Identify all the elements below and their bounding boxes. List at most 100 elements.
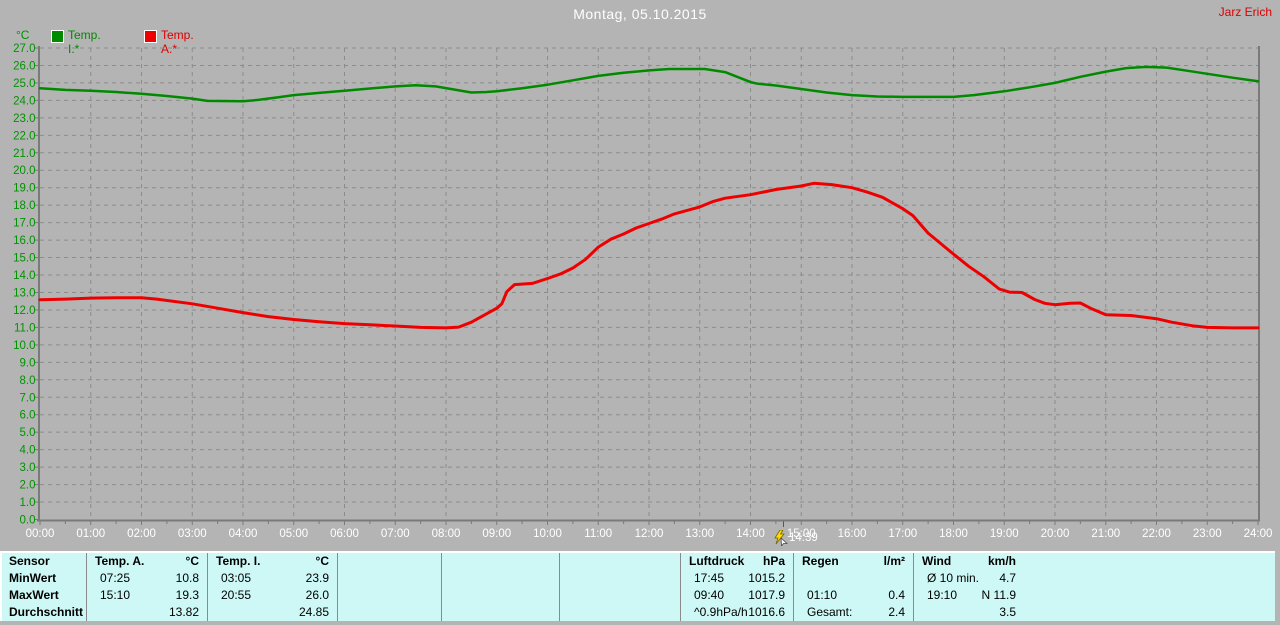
temp-inside-legend-swatch: [51, 30, 64, 43]
y-axis-label: 16.0: [13, 235, 35, 247]
temp-inside-legend-label: Temp. I.*: [68, 28, 101, 56]
cursor-lightning-icon: [774, 530, 788, 546]
stats-section-Temp. A.: Temp. A. °C 07:25 10.8 15:10 19.3 13.82: [86, 553, 207, 621]
x-axis-label: 02:00: [127, 528, 156, 540]
x-axis-label: 20:00: [1041, 528, 1070, 540]
stats-section-Luftdruck: Luftdruck hPa 17:45 1015.2 09:40 1017.9 ^0.9hP…: [680, 553, 793, 621]
stats-cell-row: [794, 570, 913, 587]
stats-section-header: Regen l/m²: [794, 553, 913, 570]
stat-time: [442, 570, 455, 587]
y-axis-label: 12.0: [13, 305, 35, 317]
temperature-chart[interactable]: 0.0 1.0 2.0 3.0 4.0 5.0 6.0 7.0 8.0 9.0 10.0 11.0 12…: [0, 0, 1280, 551]
stats-cell-row: [338, 604, 441, 621]
stats-section-Wind: Wind km/h Ø 10 min. 4.7 19:10 N 11.9 3.5: [913, 553, 1024, 621]
stats-section-header: [442, 553, 559, 570]
page-title: Montag, 05.10.2015: [573, 6, 707, 22]
stat-value: 4.7: [999, 571, 1016, 585]
stats-section-empty: [441, 553, 559, 621]
stats-section-Temp. I.: Temp. I. °C 03:05 23.9 20:55 26.0 24.85: [207, 553, 337, 621]
stat-value: hPa: [762, 554, 785, 568]
x-axis-label: 24:00: [1244, 528, 1273, 540]
y-axis-label: 13.0: [13, 287, 35, 299]
x-axis-label: 00:00: [26, 528, 55, 540]
user-name-label: Jarz Erich: [1218, 5, 1272, 19]
stats-section-header: [338, 553, 441, 570]
stat-time: Wind: [922, 554, 952, 568]
y-axis-label: 21.0: [13, 148, 35, 160]
stat-value: [551, 570, 559, 587]
stats-cell-row: [442, 587, 559, 604]
stat-value: 2.4: [888, 605, 905, 619]
stat-value: 1015.2: [748, 571, 785, 585]
stats-cell-row: [560, 570, 680, 587]
stat-time: [442, 553, 450, 570]
x-axis-label: 01:00: [76, 528, 105, 540]
x-axis-label: 12:00: [635, 528, 664, 540]
stats-cell-row: 19:10 N 11.9: [914, 587, 1024, 604]
stat-time: Gesamt:: [807, 605, 853, 619]
y-axis-label: 1.0: [20, 497, 36, 509]
y-axis-label: 7.0: [20, 392, 36, 404]
stats-cell-row: 17:45 1015.2: [681, 570, 793, 587]
x-axis-label: 22:00: [1142, 528, 1171, 540]
stat-value: l/m²: [883, 554, 905, 568]
x-axis-label: 06:00: [330, 528, 359, 540]
stats-section-empty: [337, 553, 441, 621]
stat-time: [442, 604, 455, 621]
x-axis-label: 17:00: [888, 528, 917, 540]
x-axis-label: 23:00: [1193, 528, 1222, 540]
stat-value: °C: [185, 554, 199, 568]
stat-value: [433, 587, 441, 604]
y-axis-label: 5.0: [20, 427, 36, 439]
stats-cell-row: [442, 570, 559, 587]
x-axis-label: 10:00: [533, 528, 562, 540]
stat-value: 0.4: [888, 588, 905, 602]
x-axis-label: 08:00: [432, 528, 461, 540]
stat-time: [914, 604, 927, 621]
temp-inside-curve[interactable]: [38, 65, 1260, 103]
cursor-time-label: 14:39: [789, 532, 818, 544]
temp-outside-curve[interactable]: [38, 181, 1260, 330]
stat-time: 01:10: [807, 588, 838, 602]
stat-time: [338, 570, 351, 587]
stat-value: 1016.6: [748, 605, 785, 619]
stats-cell-row: 20:55 26.0: [208, 587, 337, 604]
stats-cell-row: 3.5: [914, 604, 1024, 621]
stat-time: 09:40: [694, 588, 725, 602]
stat-time: Ø 10 min.: [927, 571, 980, 585]
stats-cell-row: [560, 604, 680, 621]
y-axis-label: 9.0: [20, 357, 36, 369]
stat-time: [208, 604, 221, 621]
y-axis-label: 8.0: [20, 375, 36, 387]
stats-cell-row: [442, 604, 559, 621]
stats-section-header: [560, 553, 680, 570]
stat-time: 15:10: [100, 588, 131, 602]
stat-time: [560, 587, 573, 604]
y-axis-label: 20.0: [13, 165, 35, 177]
stat-time: [442, 587, 455, 604]
stat-time: ^0.9hPa/h: [694, 605, 748, 619]
stats-row-label: MaxWert: [9, 588, 59, 602]
stats-section-Regen: Regen l/m² 01:10 0.4 Gesamt: 2.4: [793, 553, 913, 621]
y-axis-label: 25.0: [13, 78, 35, 90]
x-axis-label: 09:00: [482, 528, 511, 540]
stat-time: [560, 570, 573, 587]
stat-value: 1017.9: [748, 588, 785, 602]
stat-time: Temp. A.: [95, 554, 145, 568]
stats-cell-row: 01:10 0.4: [794, 587, 913, 604]
y-axis-label: 6.0: [20, 410, 36, 422]
stats-cell-row: Gesamt: 2.4: [794, 604, 913, 621]
y-axis-label: 23.0: [13, 113, 35, 125]
stat-value: N 11.9: [981, 588, 1016, 602]
stat-value: 23.9: [305, 571, 329, 585]
y-axis-unit-label: °C: [16, 28, 30, 42]
stats-filler: [1024, 553, 1275, 621]
stats-cell-row: 15:10 19.3: [87, 587, 207, 604]
stat-time: 03:05: [221, 571, 252, 585]
y-axis-label: 17.0: [13, 218, 35, 230]
stat-value: [672, 587, 680, 604]
stat-time: [87, 604, 100, 621]
time-cursor-marker[interactable]: 14:39: [774, 530, 818, 546]
y-axis-label: 4.0: [20, 445, 36, 457]
stats-row-label: MinWert: [9, 571, 57, 585]
